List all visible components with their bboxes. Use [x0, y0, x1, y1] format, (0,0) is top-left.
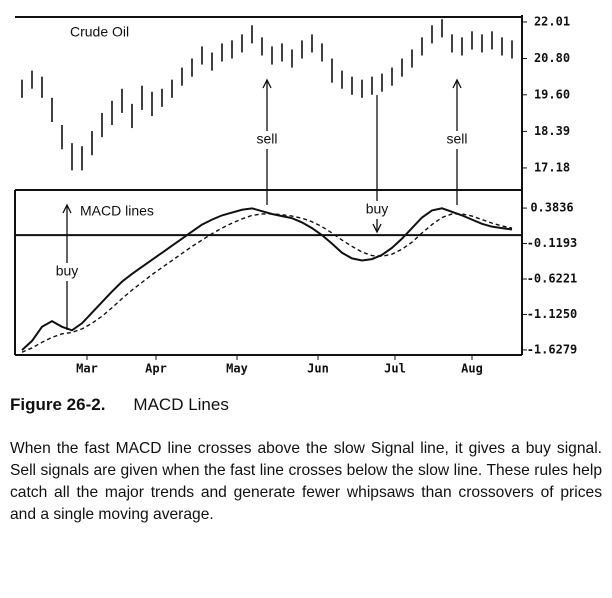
annotation: sell	[256, 131, 277, 147]
y-tick-label: -1.1250	[527, 307, 578, 321]
x-tick-label: Mar	[76, 362, 98, 376]
y-tick-label: -1.6279	[527, 342, 578, 356]
figure-label: Figure 26-2.	[10, 395, 106, 414]
label-bg	[254, 131, 280, 149]
x-tick-label: Apr	[145, 362, 167, 376]
annotation: sell	[446, 131, 467, 147]
x-tick-label: Jul	[384, 362, 406, 376]
y-tick-label: 18.39	[534, 124, 570, 138]
arrow-head	[372, 223, 382, 234]
arrow-head	[62, 203, 72, 214]
caption: Figure 26-2. MACD Lines	[10, 395, 229, 415]
x-tick-label: Jun	[307, 362, 329, 376]
y-tick-label: -0.1193	[527, 236, 578, 250]
annotation: buy	[56, 263, 79, 279]
y-tick-label: 19.60	[534, 87, 570, 101]
x-tick-label: May	[226, 362, 248, 376]
macd-line	[21, 207, 513, 351]
annotation: buy	[366, 201, 389, 217]
y-tick-label: -0.6221	[527, 271, 578, 285]
chart-title: MACD lines	[80, 203, 154, 219]
label-bg	[54, 263, 80, 281]
label-bg	[444, 131, 470, 149]
y-tick-label: 22.01	[534, 14, 570, 28]
y-tick-label: 17.18	[534, 160, 570, 174]
caption-text: When the fast MACD line crosses above th…	[10, 440, 602, 523]
label-bg	[364, 201, 390, 219]
arrow-head	[262, 78, 272, 89]
y-tick-label: 20.80	[534, 51, 570, 65]
chart: Crude Oil 22.01 20.80 19.60 18.39 17.18 sell bu…	[14, 14, 578, 376]
figure-title: MACD Lines	[133, 395, 229, 414]
x-tick-label: Aug	[461, 362, 483, 376]
y-tick-label: 0.3836	[530, 201, 573, 215]
chart-title: Crude Oil	[70, 24, 129, 40]
arrow-head	[452, 78, 462, 89]
